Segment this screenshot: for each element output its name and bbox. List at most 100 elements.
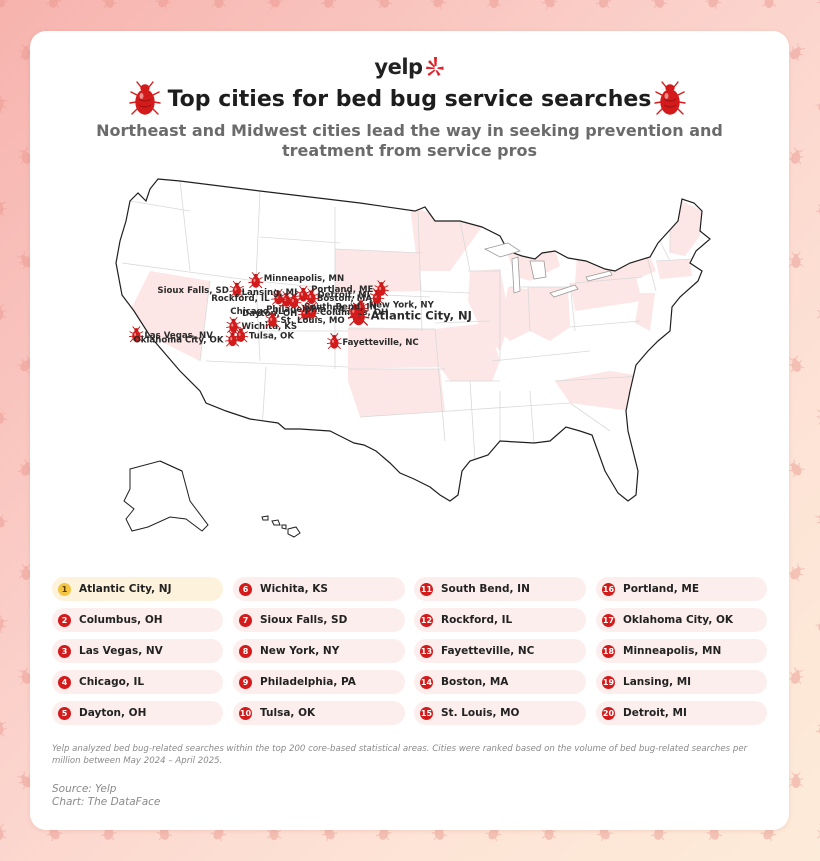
city-label: Detroit, MI [318, 290, 370, 300]
legend-item: 11 South Bend, IN [414, 577, 586, 601]
alaska [123, 460, 209, 532]
background-bug-icon [815, 718, 820, 739]
legend-item: 4 Chicago, IL [52, 670, 223, 694]
rank-badge: 15 [420, 706, 433, 720]
bed-bug-icon [129, 81, 161, 115]
rank-badge: 19 [602, 675, 615, 689]
background-bug-icon [538, 0, 560, 12]
legend-city-name: St. Louis, MO [441, 707, 520, 719]
rank-badge: 10 [239, 706, 252, 720]
legend-city-name: Lansing, MI [623, 676, 692, 688]
hawaii [261, 515, 301, 538]
page-subtitle: Northeast and Midwest cities lead the wa… [96, 121, 723, 160]
legend-item: 13 Fayetteville, NC [414, 639, 586, 663]
yelp-logo: yelp [30, 55, 789, 79]
bed-bug-icon [326, 333, 342, 350]
legend-city-name: Tulsa, OK [260, 707, 316, 719]
bed-bug-icon [353, 298, 369, 315]
rank-badge: 13 [420, 644, 433, 658]
rank-badge: 11 [420, 582, 433, 596]
background-bug-icon [153, 0, 175, 12]
background-bug-icon [0, 0, 10, 12]
background-bug-icon [0, 614, 10, 637]
rank-badge: 4 [58, 675, 71, 689]
rank-badge: 16 [602, 582, 615, 596]
background-bug-icon [789, 252, 803, 270]
background-bug-icon [813, 614, 820, 637]
background-bug-icon [787, 666, 806, 687]
city-label: Dayton, OH [242, 309, 297, 319]
state-missouri [435, 323, 500, 381]
state-indiana [500, 287, 530, 341]
bed-bug-icon [226, 316, 241, 333]
background-bug-icon [813, 510, 820, 533]
legend-city-name: South Bend, IN [441, 583, 530, 595]
background-bug-icon [19, 564, 33, 582]
bed-bug-icon [265, 311, 280, 328]
bed-bug-icon [373, 280, 389, 297]
logo-text: yelp [374, 55, 423, 79]
legend-item: 6 Wichita, KS [233, 577, 405, 601]
background-bug-icon [703, 0, 725, 12]
legend-city-name: New York, NY [260, 645, 340, 657]
legend-city-name: Sioux Falls, SD [260, 614, 348, 626]
background-bug-icon [320, 0, 339, 12]
legend-city-name: Detroit, MI [623, 707, 687, 719]
lake-ontario [585, 270, 613, 282]
rank-badge: 2 [58, 613, 71, 627]
state-nevada [130, 271, 210, 361]
legend-item: 19 Lansing, MI [596, 670, 767, 694]
legend-item: 3 Las Vegas, NV [52, 639, 223, 663]
background-bug-icon [212, 0, 226, 10]
legend-city-name: Las Vegas, NV [79, 645, 163, 657]
lake-superior [483, 242, 521, 258]
rank-badge: 14 [420, 675, 433, 689]
state-massachusetts [656, 259, 692, 279]
state-minnesota [410, 207, 482, 271]
city-label: South Bend, IN [304, 302, 377, 312]
state-illinois [468, 269, 510, 351]
background-bug-icon [0, 94, 10, 117]
infographic-card: yelp Top cities for bed bug service sear… [30, 31, 789, 830]
legend-item: 14 Boston, MA [414, 670, 586, 694]
legend-item: 5 Dayton, OH [52, 701, 223, 725]
bed-bug-icon [286, 292, 302, 309]
rank-badge: 7 [239, 613, 252, 627]
city-label: Wichita, KS [242, 322, 298, 332]
city-label: Sioux Falls, SD [157, 286, 228, 296]
rank-badge: 1 [58, 582, 71, 596]
background-bug-icon [787, 146, 806, 167]
legend-city-name: Dayton, OH [79, 707, 147, 719]
state-borders [121, 180, 693, 462]
background-bug-icon [815, 406, 820, 427]
legend-city-name: Boston, MA [441, 676, 509, 688]
background-bug-icon [17, 146, 36, 167]
rank-badge: 5 [58, 706, 71, 720]
city-label: Philadelphia, PA [266, 305, 345, 315]
state-south-dakota [335, 249, 422, 293]
bed-bug-icon [229, 280, 245, 297]
lake-erie [549, 284, 579, 298]
legend-item: 2 Columbus, OH [52, 608, 223, 632]
city-label: Boston, MA [317, 294, 373, 304]
legend-item: 18 Minneapolis, MN [596, 639, 767, 663]
background-bug-icon [785, 562, 807, 585]
background-bug-icon [785, 458, 807, 481]
state-north-carolina [555, 371, 642, 411]
background-bug-icon [789, 772, 803, 790]
legend-item: 12 Rockford, IL [414, 608, 586, 632]
state-new-york [575, 237, 656, 283]
city-label: Portland, ME [311, 285, 373, 295]
page-title: Top cities for bed bug service searches [167, 87, 652, 112]
source-text: Source: Yelp [52, 783, 117, 795]
legend-item: 15 St. Louis, MO [414, 701, 586, 725]
bed-bug-icon [304, 302, 320, 319]
background-bug-icon [762, 0, 776, 10]
background-bug-icon [0, 406, 8, 427]
bed-bug-icon [128, 326, 144, 343]
legend-city-name: Minneapolis, MN [623, 645, 722, 657]
legend-city-name: Chicago, IL [79, 676, 145, 688]
background-bug-icon [0, 510, 10, 533]
background-bug-icon [263, 0, 285, 12]
